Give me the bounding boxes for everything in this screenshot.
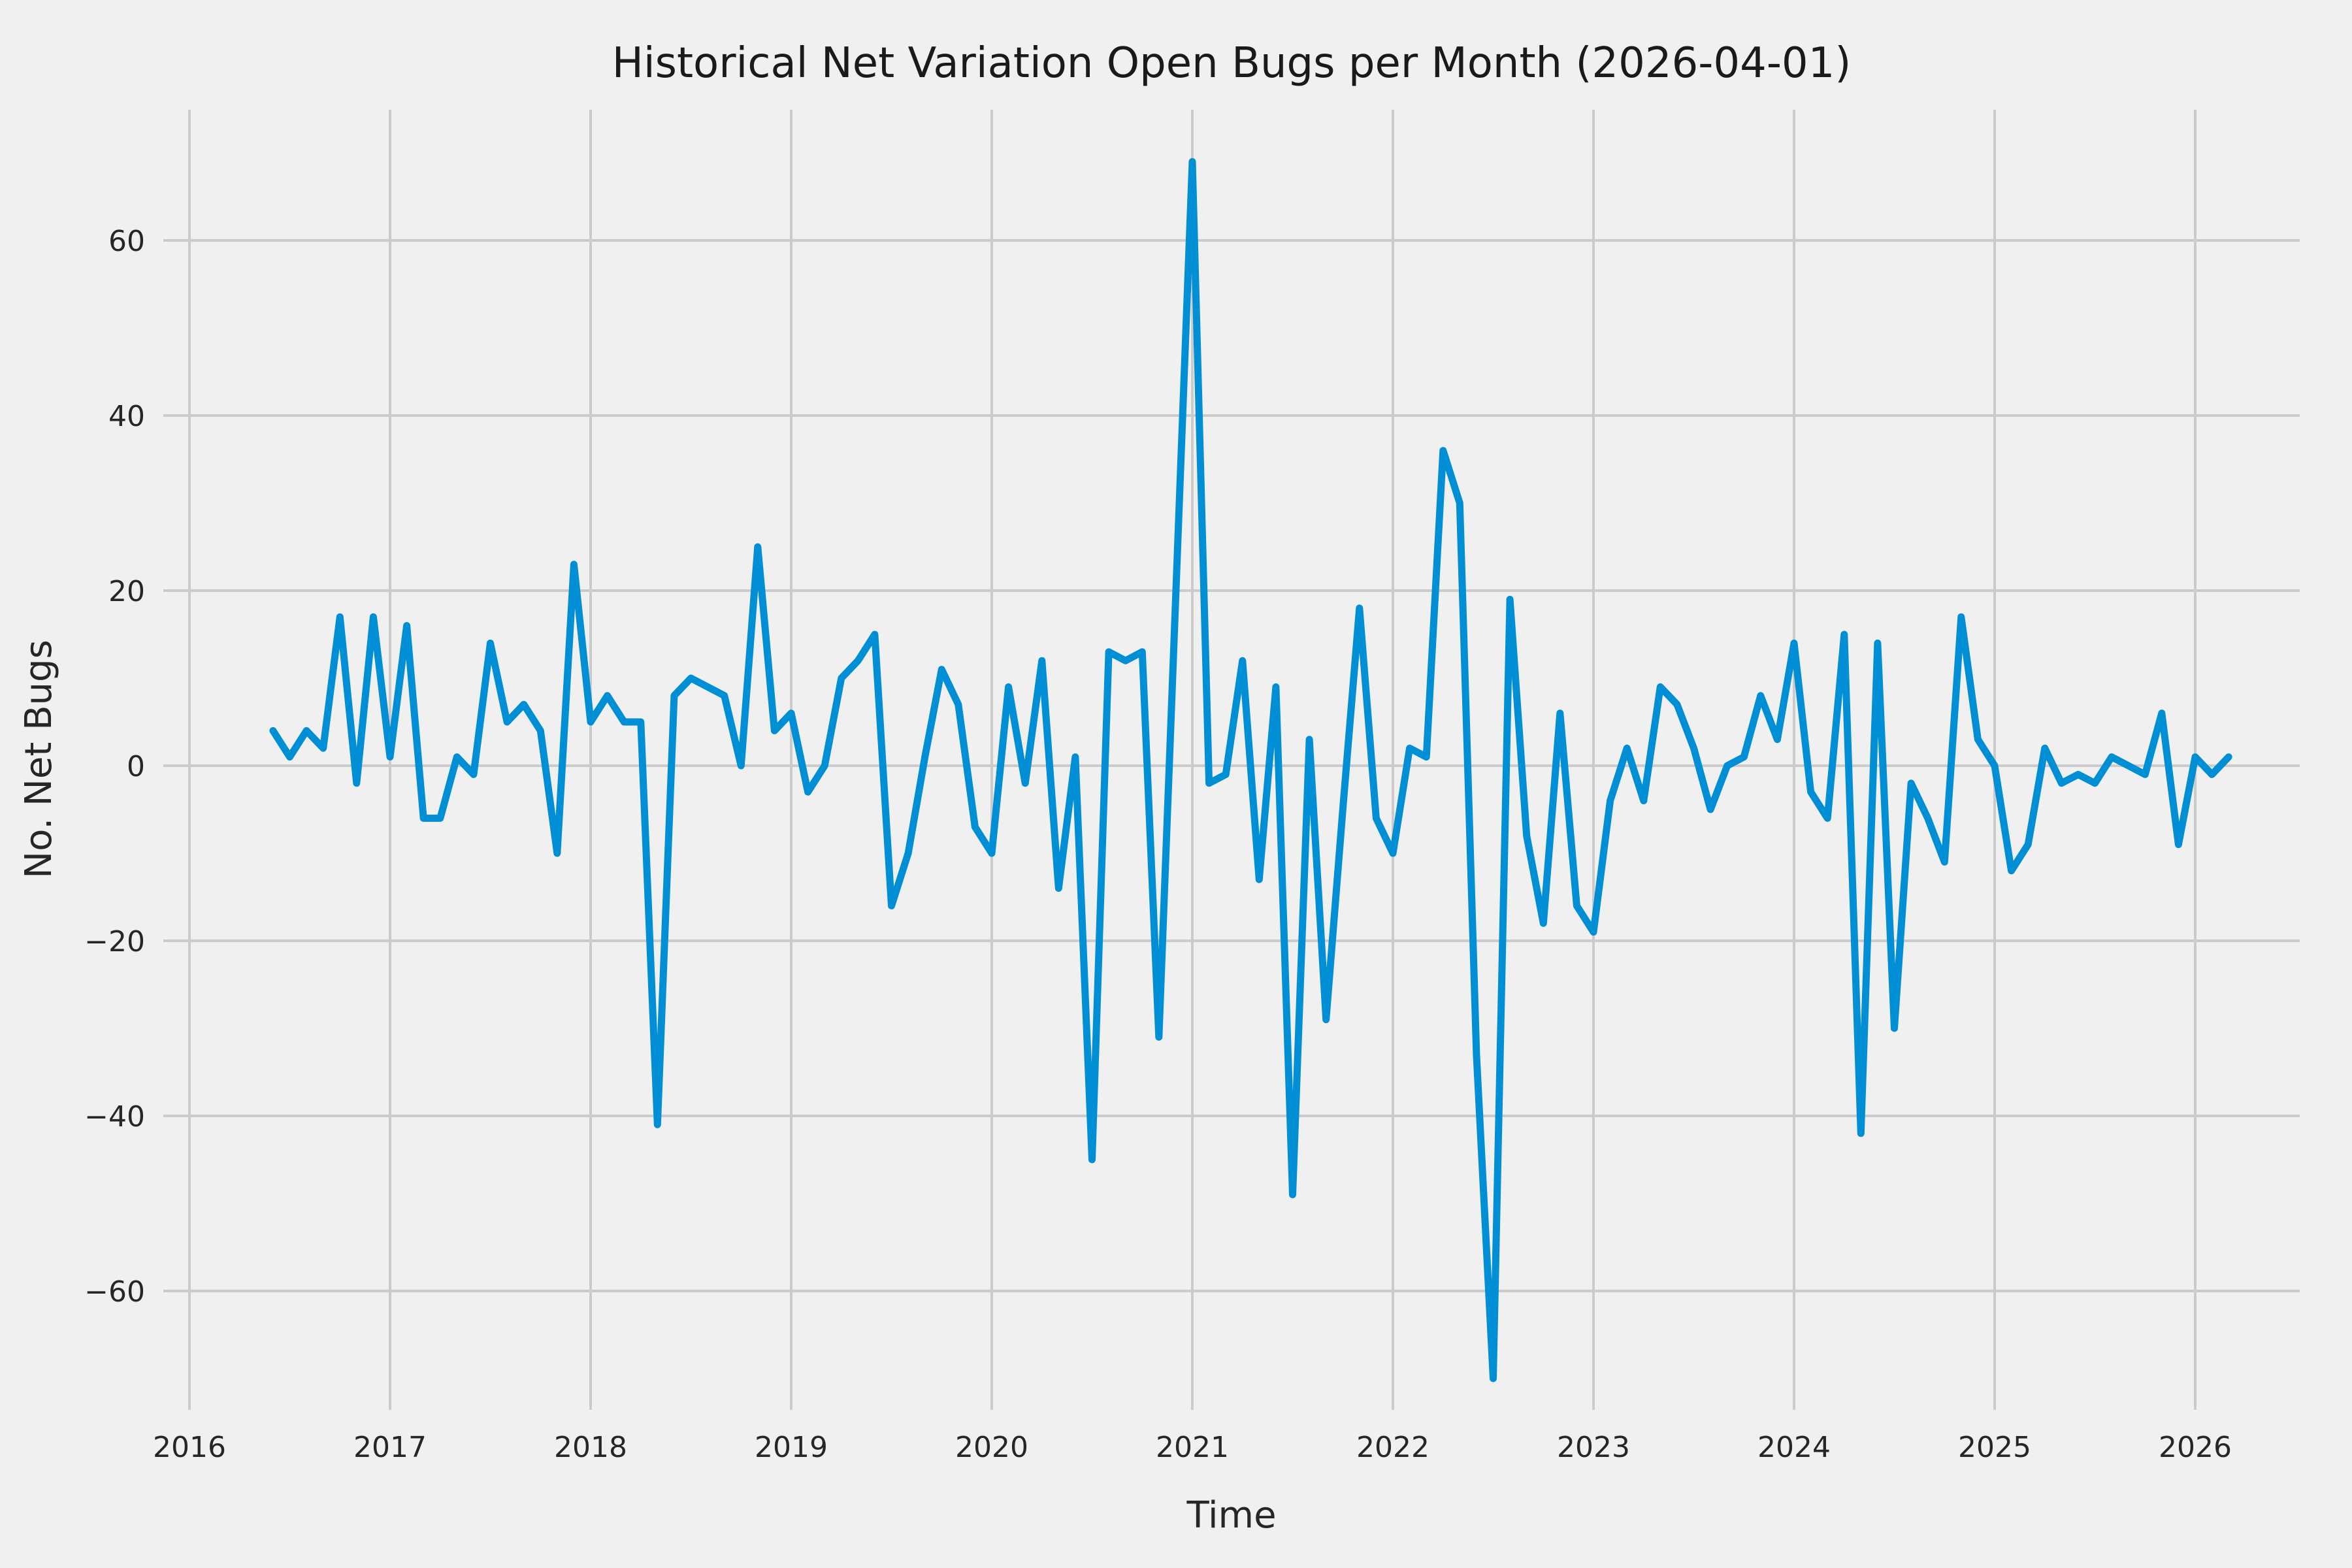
x-tick-label-2024: 2024 [1757, 1431, 1831, 1464]
y-tick-label--20: −20 [84, 925, 145, 958]
y-axis-label: No. Net Bugs [18, 640, 60, 879]
x-tick-label-2022: 2022 [1356, 1431, 1429, 1464]
grid-layer [163, 110, 2300, 1410]
x-tick-label-2023: 2023 [1557, 1431, 1630, 1464]
x-tick-label-2026: 2026 [2159, 1431, 2232, 1464]
x-tick-label-2018: 2018 [554, 1431, 627, 1464]
x-tick-label-2020: 2020 [955, 1431, 1028, 1464]
x-tick-label-2017: 2017 [353, 1431, 427, 1464]
y-tick-label--60: −60 [84, 1275, 145, 1309]
x-tick-label-2021: 2021 [1156, 1431, 1229, 1464]
tick-layer: 2016 2017 2018 2019 2020 2021 2022 2023 2024 2025… [84, 225, 2232, 1464]
y-tick-label-20: 20 [108, 575, 145, 608]
y-tick-label-60: 60 [108, 225, 145, 258]
net-bugs-line-series [269, 157, 2232, 1382]
series-layer [269, 157, 2232, 1382]
y-tick-label--40: −40 [84, 1100, 145, 1134]
y-tick-label-0: 0 [127, 750, 145, 783]
chart-title: Historical Net Variation Open Bugs per M… [612, 39, 1852, 88]
x-axis-label: Time [1186, 1494, 1276, 1537]
x-tick-label-2019: 2019 [755, 1431, 828, 1464]
x-tick-label-2016: 2016 [153, 1431, 226, 1464]
x-tick-label-2025: 2025 [1958, 1431, 2031, 1464]
y-tick-label-40: 40 [108, 400, 145, 433]
